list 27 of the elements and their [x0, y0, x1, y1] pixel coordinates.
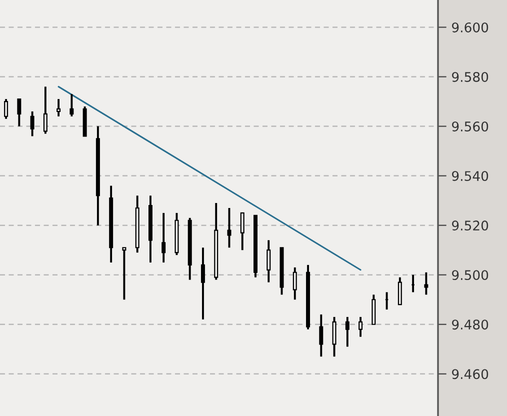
candlestick — [122, 246, 126, 301]
y-tick-label: 9.540 — [452, 171, 488, 182]
y-tick-label: 9.520 — [452, 220, 488, 231]
candlestick — [4, 98, 8, 120]
candlestick — [240, 212, 244, 252]
y-tick-label: 9.460 — [452, 369, 488, 380]
candlestick — [319, 314, 324, 358]
candlestick — [43, 86, 48, 135]
candlestick — [162, 212, 166, 264]
candlestick — [70, 93, 74, 118]
candlestick — [345, 316, 350, 348]
y-tick-label: 9.560 — [452, 122, 488, 132]
candlestick — [266, 239, 271, 284]
candlestick — [200, 246, 205, 320]
candlestick — [17, 98, 22, 128]
candlestick — [56, 98, 61, 118]
candlestick — [227, 207, 232, 249]
candlestick — [358, 316, 363, 338]
candlestick — [424, 271, 428, 296]
candlestick — [398, 276, 402, 306]
candlestick — [332, 316, 336, 358]
candlestick — [292, 266, 297, 301]
candlestick — [30, 110, 34, 138]
y-tick-label: 9.600 — [452, 22, 488, 32]
y-tick-label: 9.580 — [452, 72, 488, 82]
y-tick-label: 9.480 — [452, 320, 488, 330]
y-tick-label: 9.500 — [452, 270, 488, 280]
